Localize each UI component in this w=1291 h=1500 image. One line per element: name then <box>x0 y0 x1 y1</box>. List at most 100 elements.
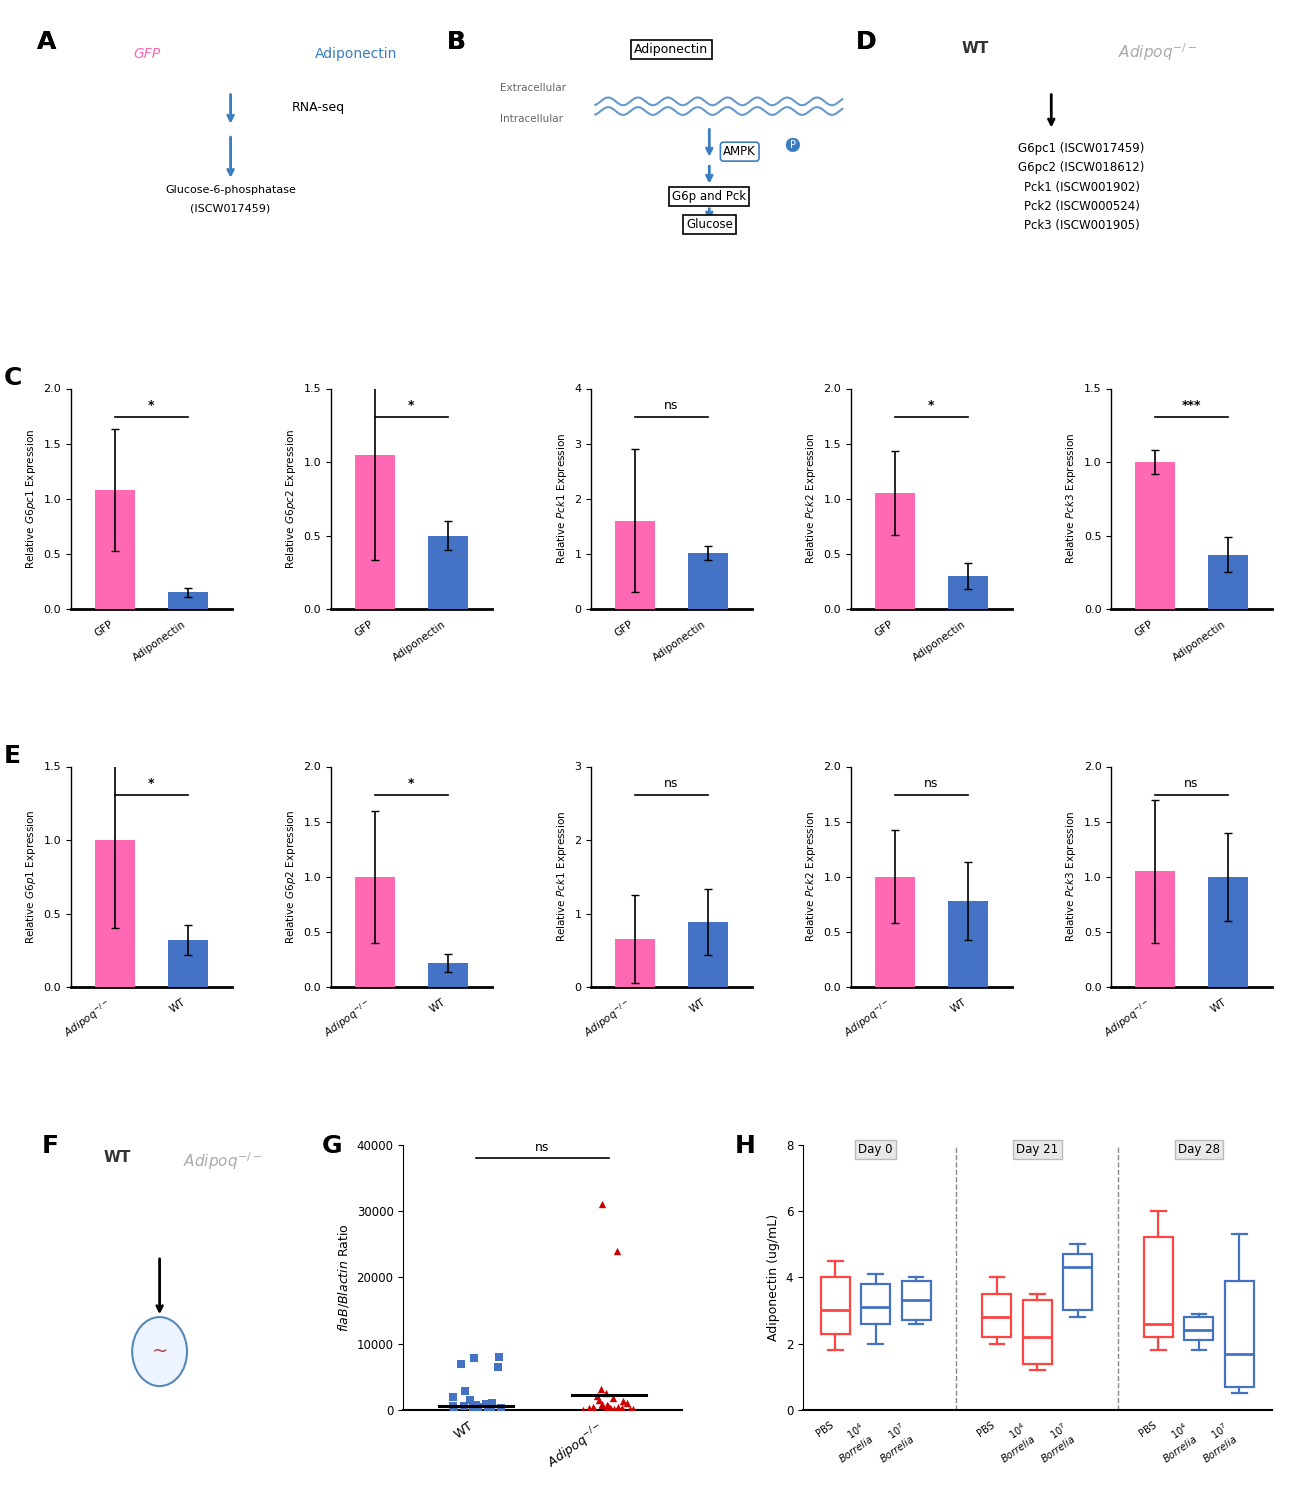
Text: E: E <box>4 744 21 768</box>
Point <box>491 1395 511 1419</box>
Point <box>622 1398 643 1422</box>
Point <box>598 1394 618 1417</box>
Point <box>443 1384 463 1408</box>
Y-axis label: Relative $\it{G6pc1}$ Expression: Relative $\it{G6pc1}$ Expression <box>25 429 37 568</box>
Point <box>463 1346 484 1370</box>
Point <box>443 1394 463 1417</box>
Bar <box>1208 555 1248 609</box>
Y-axis label: Relative $\it{Pck3}$ Expression: Relative $\it{Pck3}$ Expression <box>1064 812 1078 942</box>
PathPatch shape <box>1144 1238 1174 1336</box>
Point <box>598 1392 618 1416</box>
Text: Glucose: Glucose <box>686 217 733 231</box>
Point <box>586 1384 607 1408</box>
Text: (ISCW017459): (ISCW017459) <box>191 204 271 214</box>
Text: P: P <box>790 140 797 150</box>
PathPatch shape <box>1062 1254 1092 1311</box>
Text: *: * <box>928 399 935 411</box>
Point <box>573 1398 594 1422</box>
Bar <box>355 454 395 609</box>
Point <box>454 1380 475 1404</box>
PathPatch shape <box>1225 1281 1254 1388</box>
Text: Extracellular: Extracellular <box>501 82 567 93</box>
Point <box>612 1395 633 1419</box>
Bar <box>1208 876 1248 987</box>
Text: Intracellular: Intracellular <box>501 114 563 125</box>
Bar <box>94 840 134 987</box>
Bar <box>615 520 655 609</box>
Text: GFP: GFP <box>133 46 160 62</box>
Point <box>482 1390 502 1414</box>
Text: Pck1 (ISCW001902): Pck1 (ISCW001902) <box>1024 180 1140 194</box>
Text: $\it{Adipoq}^{-/-}$: $\it{Adipoq}^{-/-}$ <box>183 1150 262 1172</box>
Point <box>613 1389 634 1413</box>
Text: Adiponectin: Adiponectin <box>634 44 709 57</box>
Y-axis label: Relative $\it{G6pc2}$ Expression: Relative $\it{G6pc2}$ Expression <box>284 429 298 568</box>
Point <box>600 1396 621 1420</box>
Point <box>466 1394 487 1417</box>
Text: D: D <box>856 30 877 54</box>
Text: Pck2 (ISCW000524): Pck2 (ISCW000524) <box>1024 200 1140 213</box>
Y-axis label: Relative $\it{G6p2}$ Expression: Relative $\it{G6p2}$ Expression <box>284 810 298 944</box>
Text: H: H <box>735 1134 757 1158</box>
Point <box>596 1382 617 1406</box>
Text: ns: ns <box>924 777 939 789</box>
Text: B: B <box>447 30 466 54</box>
Text: ns: ns <box>536 1142 550 1154</box>
Text: C: C <box>4 366 22 390</box>
Text: G6pc1 (ISCW017459): G6pc1 (ISCW017459) <box>1019 142 1145 154</box>
Point <box>616 1390 636 1414</box>
PathPatch shape <box>821 1278 849 1334</box>
Bar <box>688 554 728 609</box>
Text: ns: ns <box>664 777 679 789</box>
PathPatch shape <box>901 1281 931 1320</box>
Bar <box>1135 871 1175 987</box>
Bar <box>948 902 988 987</box>
Y-axis label: Relative $\it{Pck1}$ Expression: Relative $\it{Pck1}$ Expression <box>555 433 568 564</box>
Text: Adiponectin: Adiponectin <box>315 46 398 62</box>
Text: *: * <box>148 777 155 789</box>
Point <box>590 1377 611 1401</box>
Text: F: F <box>41 1134 58 1158</box>
Point <box>591 1192 612 1216</box>
Circle shape <box>132 1317 187 1386</box>
Text: $\it{Adipoq}^{-/-}$: $\it{Adipoq}^{-/-}$ <box>1118 42 1197 63</box>
Point <box>489 1346 510 1370</box>
Point <box>451 1352 471 1376</box>
Text: A: A <box>36 30 56 54</box>
Text: B: B <box>447 30 466 54</box>
Text: ***: *** <box>1181 399 1201 411</box>
Bar <box>948 576 988 609</box>
Y-axis label: $\it{flaB}$/$\it{Blactin}$ Ratio: $\it{flaB}$/$\it{Blactin}$ Ratio <box>336 1222 351 1332</box>
Point <box>578 1396 599 1420</box>
PathPatch shape <box>1022 1300 1052 1364</box>
Point <box>488 1354 509 1378</box>
Point <box>462 1396 483 1420</box>
Bar <box>168 940 208 987</box>
Text: G6p and Pck: G6p and Pck <box>673 189 746 202</box>
Point <box>475 1392 496 1416</box>
PathPatch shape <box>861 1284 891 1323</box>
Text: WT: WT <box>962 42 989 57</box>
Y-axis label: Adiponectin (ug/mL): Adiponectin (ug/mL) <box>767 1214 780 1341</box>
Text: ~: ~ <box>151 1342 168 1360</box>
Point <box>591 1392 612 1416</box>
Text: *: * <box>408 777 414 789</box>
Text: Day 21: Day 21 <box>1016 1143 1059 1156</box>
Point <box>602 1386 622 1410</box>
Point <box>584 1396 604 1420</box>
Text: WT: WT <box>103 1150 132 1166</box>
Point <box>599 1396 620 1420</box>
Bar <box>94 490 134 609</box>
Text: G: G <box>321 1134 342 1158</box>
Text: AMPK: AMPK <box>723 146 757 158</box>
Bar <box>355 876 395 987</box>
Point <box>604 1398 625 1422</box>
PathPatch shape <box>1184 1317 1214 1341</box>
Point <box>467 1395 488 1419</box>
Y-axis label: Relative $\it{Pck2}$ Expression: Relative $\it{Pck2}$ Expression <box>804 812 818 942</box>
Y-axis label: Relative $\it{G6p1}$ Expression: Relative $\it{G6p1}$ Expression <box>25 810 39 944</box>
PathPatch shape <box>982 1294 1011 1336</box>
Bar <box>688 922 728 987</box>
Point <box>589 1388 609 1411</box>
Point <box>607 1395 627 1419</box>
